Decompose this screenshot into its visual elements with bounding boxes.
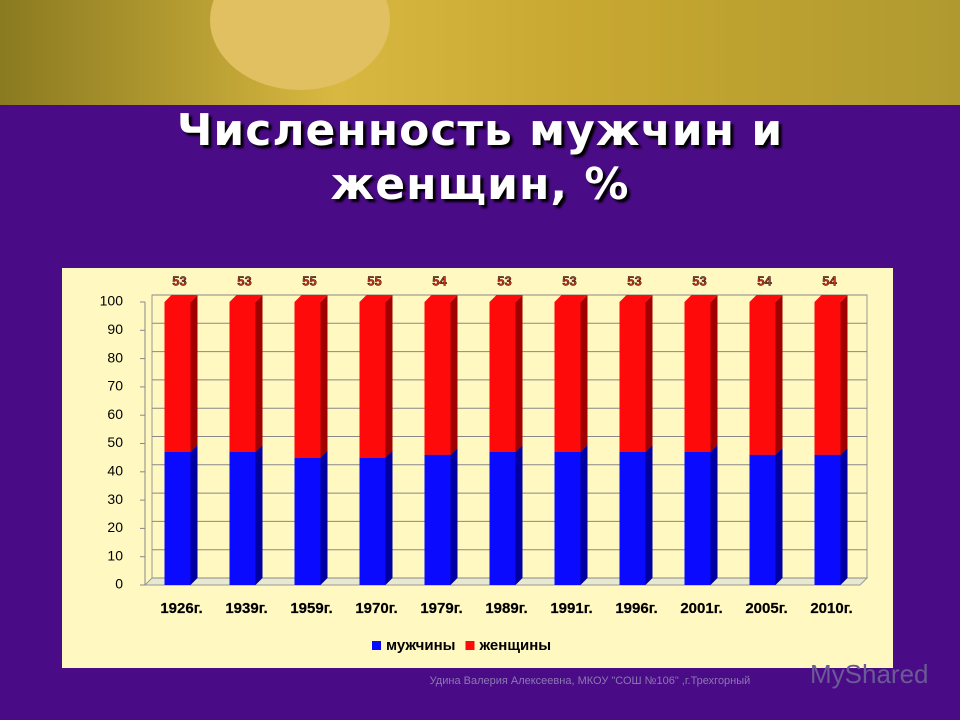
bar	[294, 457, 321, 585]
bar	[619, 302, 646, 452]
legend-swatch	[465, 641, 475, 650]
bar-top	[814, 295, 848, 302]
bar-side	[840, 447, 848, 585]
photo-face	[210, 0, 390, 90]
y-tick-label: 100	[100, 293, 124, 309]
bar-top	[749, 295, 783, 302]
bar	[489, 451, 516, 585]
y-tick-label: 80	[107, 349, 123, 365]
bar	[814, 302, 841, 455]
bar-top	[294, 295, 328, 302]
bar	[164, 302, 191, 452]
bar	[229, 451, 256, 585]
y-tick-label: 60	[107, 406, 123, 422]
data-label: 53	[172, 273, 186, 288]
bar-side	[450, 295, 458, 455]
y-tick-label: 20	[107, 519, 123, 535]
x-tick-label: 1959г.	[290, 600, 332, 617]
bar	[554, 302, 581, 452]
bar	[359, 302, 386, 458]
bar	[749, 302, 776, 455]
bar	[749, 454, 776, 585]
bar-top	[164, 295, 198, 302]
bar	[619, 451, 646, 585]
bar-side	[515, 444, 523, 585]
data-label: 53	[692, 273, 706, 288]
data-label: 55	[367, 273, 381, 288]
bar-top	[229, 295, 263, 302]
bar-top	[684, 295, 718, 302]
footer-text: Удина Валерия Алексеевна, МКОУ "СОШ №106…	[430, 675, 751, 687]
x-tick-label: 1926г.	[160, 600, 202, 617]
bar-side	[385, 450, 393, 585]
bar-side	[385, 295, 393, 458]
data-label: 54	[432, 273, 447, 288]
y-tick-label: 0	[115, 576, 123, 592]
y-tick-label: 50	[107, 434, 123, 450]
x-tick-label: 1970г.	[355, 600, 397, 617]
x-tick-label: 2001г.	[680, 600, 722, 617]
bar	[489, 302, 516, 452]
bar	[684, 451, 711, 585]
bar	[424, 302, 451, 455]
x-tick-label: 1996г.	[615, 600, 657, 617]
bar-top	[424, 295, 458, 302]
logo: MyShared	[810, 659, 929, 689]
data-label: 53	[237, 273, 251, 288]
bar-side	[320, 295, 328, 458]
bar-side	[580, 295, 588, 452]
x-tick-label: 2005г.	[745, 600, 787, 617]
bar	[814, 454, 841, 585]
bar-side	[255, 295, 263, 452]
bar-top	[359, 295, 393, 302]
x-tick-label: 1989г.	[485, 600, 527, 617]
x-tick-label: 1979г.	[420, 600, 462, 617]
bar-side	[255, 444, 263, 585]
bar-side	[840, 295, 848, 455]
bar-side	[190, 444, 198, 585]
data-label: 55	[302, 273, 316, 288]
y-tick-label: 90	[107, 321, 123, 337]
legend-label: мужчины	[386, 637, 456, 654]
bar-side	[320, 450, 328, 585]
bar	[294, 302, 321, 458]
bar-side	[645, 295, 653, 452]
bar	[229, 302, 256, 452]
y-tick-label: 40	[107, 463, 123, 479]
data-label: 53	[497, 273, 511, 288]
x-tick-label: 1939г.	[225, 600, 267, 617]
chart-title: Численность мужчин и женщин, %	[176, 105, 784, 210]
x-tick-label: 1991г.	[550, 600, 592, 617]
y-tick-label: 10	[107, 547, 123, 563]
bar	[684, 302, 711, 452]
header-photo	[0, 0, 960, 105]
data-label: 54	[822, 273, 837, 288]
y-tick-label: 30	[107, 491, 123, 507]
bar-side	[775, 295, 783, 455]
legend-swatch	[372, 641, 381, 650]
bar-side	[775, 447, 783, 585]
bar	[424, 454, 451, 585]
bar-side	[580, 444, 588, 585]
bar	[359, 457, 386, 585]
bar	[554, 451, 581, 585]
x-tick-label: 2010г.	[810, 600, 852, 617]
legend-label: женщины	[479, 637, 552, 654]
data-label: 53	[627, 273, 641, 288]
bar-top	[619, 295, 653, 302]
bar-side	[710, 444, 718, 585]
y-tick-label: 70	[107, 378, 123, 394]
bar-top	[489, 295, 523, 302]
bar-side	[190, 295, 198, 452]
bar-side	[450, 447, 458, 585]
bar-side	[515, 295, 523, 452]
data-label: 54	[757, 273, 772, 288]
bar-side	[645, 444, 653, 585]
bar-side	[710, 295, 718, 452]
bar	[164, 451, 191, 585]
data-label: 53	[562, 273, 576, 288]
bar-top	[554, 295, 588, 302]
